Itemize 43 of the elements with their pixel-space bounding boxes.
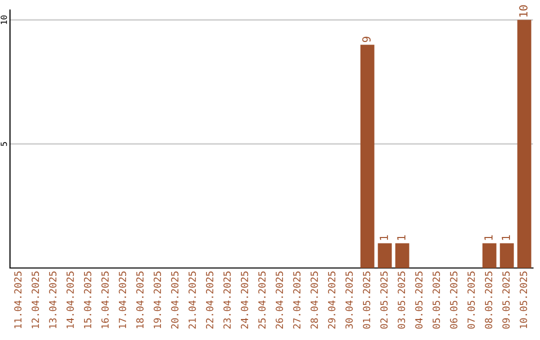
- x-tick-label: 20.04.2025: [171, 272, 178, 329]
- x-tick-label: 12.04.2025: [32, 272, 39, 328]
- x-tick-label: 23.04.2025: [223, 272, 231, 329]
- x-tick-label: 02.05.2025: [380, 272, 388, 329]
- bar: [517, 20, 532, 268]
- x-tick-label: 13.04.2025: [49, 272, 56, 328]
- data-label: 9: [362, 36, 371, 42]
- x-tick-label: 08.05.2025: [484, 272, 492, 329]
- x-tick-label: 18.04.2025: [136, 272, 144, 328]
- x-tick-label: 16.04.2025: [101, 272, 109, 328]
- x-tick-label: 22.04.2025: [206, 272, 214, 329]
- data-label: 1: [484, 235, 493, 240]
- x-tick-label: 11.04.2025: [14, 272, 22, 328]
- x-tick-label: 15.04.2025: [84, 272, 92, 328]
- data-label: 1: [397, 235, 406, 240]
- x-tick-label: 04.05.2025: [415, 272, 423, 329]
- data-label: 10: [519, 5, 528, 17]
- x-tick-label: 03.05.2025: [398, 272, 406, 329]
- x-tick-label: 05.05.2025: [432, 272, 440, 329]
- bar: [378, 243, 392, 268]
- x-tick-label: 10.05.2025: [520, 272, 528, 328]
- x-tick-label: 06.05.2025: [450, 272, 458, 329]
- x-tick-label: 29.04.2025: [328, 272, 336, 329]
- x-tick-label: 01.05.2025: [362, 272, 370, 329]
- x-tick-label: 14.04.2025: [66, 272, 74, 328]
- data-label: 1: [502, 235, 510, 240]
- bar: [360, 44, 374, 268]
- x-tick-label: 19.04.2025: [154, 272, 162, 328]
- x-tick-label: 30.04.2025: [345, 272, 353, 329]
- x-tick-label: 21.04.2025: [188, 272, 196, 329]
- bar: [395, 243, 410, 268]
- x-tick-label: 24.04.2025: [240, 272, 248, 329]
- x-tick-label: 26.04.2025: [276, 272, 284, 329]
- x-tick-label: 25.04.2025: [258, 272, 266, 329]
- y-tick-label: 5: [0, 142, 7, 146]
- data-label: 1: [380, 235, 388, 240]
- bar: [500, 243, 514, 268]
- x-tick-label: 07.05.2025: [467, 272, 475, 329]
- x-tick-label: 28.04.2025: [310, 272, 318, 329]
- x-tick-label: 27.04.2025: [293, 272, 300, 329]
- bar: [482, 243, 496, 268]
- x-tick-label: 09.05.2025: [502, 272, 510, 329]
- x-tick-label: 17.04.2025: [118, 272, 126, 328]
